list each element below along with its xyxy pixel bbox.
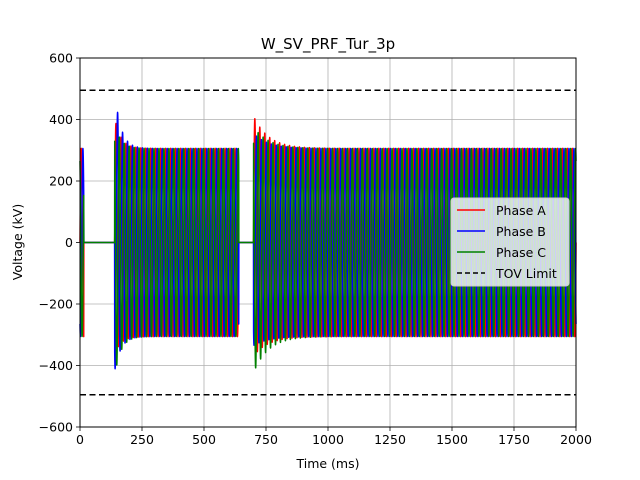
legend-label-tov-limit: TOV Limit	[495, 266, 557, 281]
series-line-phase-a	[79, 117, 577, 353]
y-tick-label: 200	[49, 174, 73, 189]
x-tick-label: 1750	[498, 432, 530, 447]
y-tick-label: 0	[65, 235, 73, 250]
x-tick-label: 2000	[560, 432, 592, 447]
x-tick-label: 1000	[312, 432, 344, 447]
reference-lines	[80, 89, 576, 396]
x-tick-label: 250	[130, 432, 154, 447]
x-tick-label: 750	[254, 432, 278, 447]
y-tick-label: 400	[49, 112, 73, 127]
y-tick-label: −400	[39, 358, 73, 373]
legend-label-phase-a: Phase A	[496, 203, 546, 218]
x-tick-label: 1500	[436, 432, 468, 447]
x-axis-label: Time (ms)	[295, 456, 359, 471]
legend-box	[450, 197, 570, 287]
x-tick-label: 0	[76, 432, 84, 447]
y-tick-label: −600	[39, 420, 73, 435]
series-line-phase-c	[79, 131, 577, 369]
x-tick-label: 500	[192, 432, 216, 447]
legend-label-phase-b: Phase B	[496, 224, 546, 239]
chart-title: W_SV_PRF_Tur_3p	[261, 35, 395, 54]
legend-label-phase-c: Phase C	[496, 245, 546, 260]
legend: Phase A Phase B Phase C TOV Limit	[450, 197, 570, 287]
x-tick-label: 1250	[374, 432, 406, 447]
y-tick-label: 600	[49, 51, 73, 66]
y-axis-label: Voltage (kV)	[10, 204, 25, 280]
axis-ticks: 0 250 500 750 1000 1250 1500 1750 2000−600−400−2…	[39, 51, 592, 448]
y-tick-label: −200	[39, 297, 73, 312]
